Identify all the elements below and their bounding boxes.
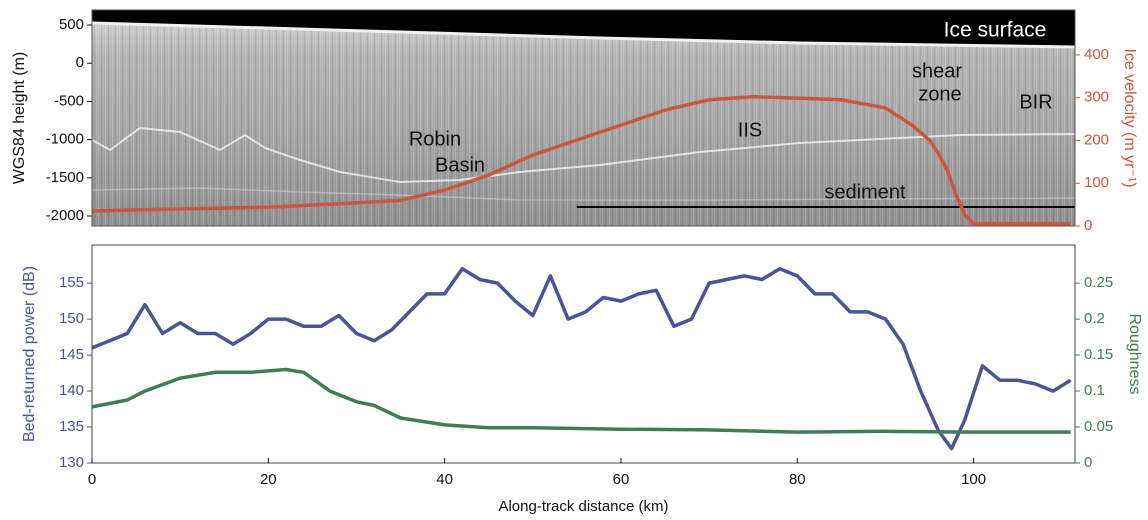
axes-frame bbox=[91, 9, 1076, 227]
annotation: IIS bbox=[738, 119, 762, 141]
plot-area bbox=[92, 245, 1075, 463]
y2-tick-label: 0.15 bbox=[1084, 346, 1113, 363]
surface-reflection bbox=[91, 21, 1076, 49]
bed-reflector bbox=[91, 126, 1076, 184]
annotation: Robin bbox=[409, 128, 461, 150]
x-tick-label: 80 bbox=[789, 471, 806, 488]
annotation: shear bbox=[912, 60, 962, 82]
y-tick-label: -1500 bbox=[46, 169, 84, 186]
y2-tick-label: 0.25 bbox=[1084, 274, 1113, 291]
y-tick-label: 135 bbox=[59, 418, 84, 435]
x-tick-label: 0 bbox=[88, 471, 96, 488]
y-tick-label: 140 bbox=[59, 382, 84, 399]
y2-tick-label: 400 bbox=[1084, 46, 1109, 63]
data-line bbox=[91, 95, 1071, 226]
y2-tick-label: 300 bbox=[1084, 89, 1109, 106]
x-tick-label: 40 bbox=[436, 471, 453, 488]
y-tick-label: 0 bbox=[76, 54, 84, 71]
y2-tick-label: 200 bbox=[1084, 131, 1109, 148]
x-axis-label: Along-track distance (km) bbox=[498, 498, 668, 515]
x-tick-label: 100 bbox=[961, 471, 986, 488]
y2-tick-label: 0.05 bbox=[1084, 418, 1113, 435]
data-line bbox=[91, 367, 1071, 434]
y-axis-label: WGS84 height (m) bbox=[11, 52, 28, 184]
x-tick-label: 60 bbox=[613, 471, 630, 488]
annotation: sediment bbox=[824, 181, 906, 203]
y-axis-label: Bed-returned power (dB) bbox=[21, 266, 38, 442]
y-tick-label: -2000 bbox=[46, 207, 84, 224]
y-tick-label: 130 bbox=[59, 454, 84, 471]
y2-tick-label: 0 bbox=[1084, 217, 1092, 234]
annotation: BIR bbox=[1019, 91, 1052, 113]
x-tick-label: 20 bbox=[260, 471, 277, 488]
y2-axis-label: Roughness bbox=[1126, 314, 1143, 395]
y-tick-label: -1000 bbox=[46, 131, 84, 148]
y2-tick-label: 0 bbox=[1084, 454, 1092, 471]
annotation: Basin bbox=[435, 154, 485, 176]
y2-axis-label: Ice velocity (m yr⁻¹) bbox=[1121, 48, 1138, 187]
y2-tick-label: 100 bbox=[1084, 174, 1109, 191]
y-tick-label: 145 bbox=[59, 346, 84, 363]
y2-tick-label: 0.2 bbox=[1084, 310, 1105, 327]
annotation: Ice surface bbox=[944, 19, 1047, 42]
air-band bbox=[92, 10, 1075, 46]
radargram-image bbox=[91, 10, 1076, 226]
y2-tick-label: 0.1 bbox=[1084, 382, 1105, 399]
deep-layer bbox=[91, 187, 1076, 201]
y-tick-label: 500 bbox=[59, 16, 84, 33]
y-tick-label: 155 bbox=[59, 274, 84, 291]
axes-frame bbox=[91, 244, 1076, 464]
y-tick-label: 150 bbox=[59, 310, 84, 327]
data-line bbox=[91, 266, 1072, 451]
annotation: zone bbox=[918, 83, 961, 105]
y-tick-label: -500 bbox=[54, 92, 84, 109]
